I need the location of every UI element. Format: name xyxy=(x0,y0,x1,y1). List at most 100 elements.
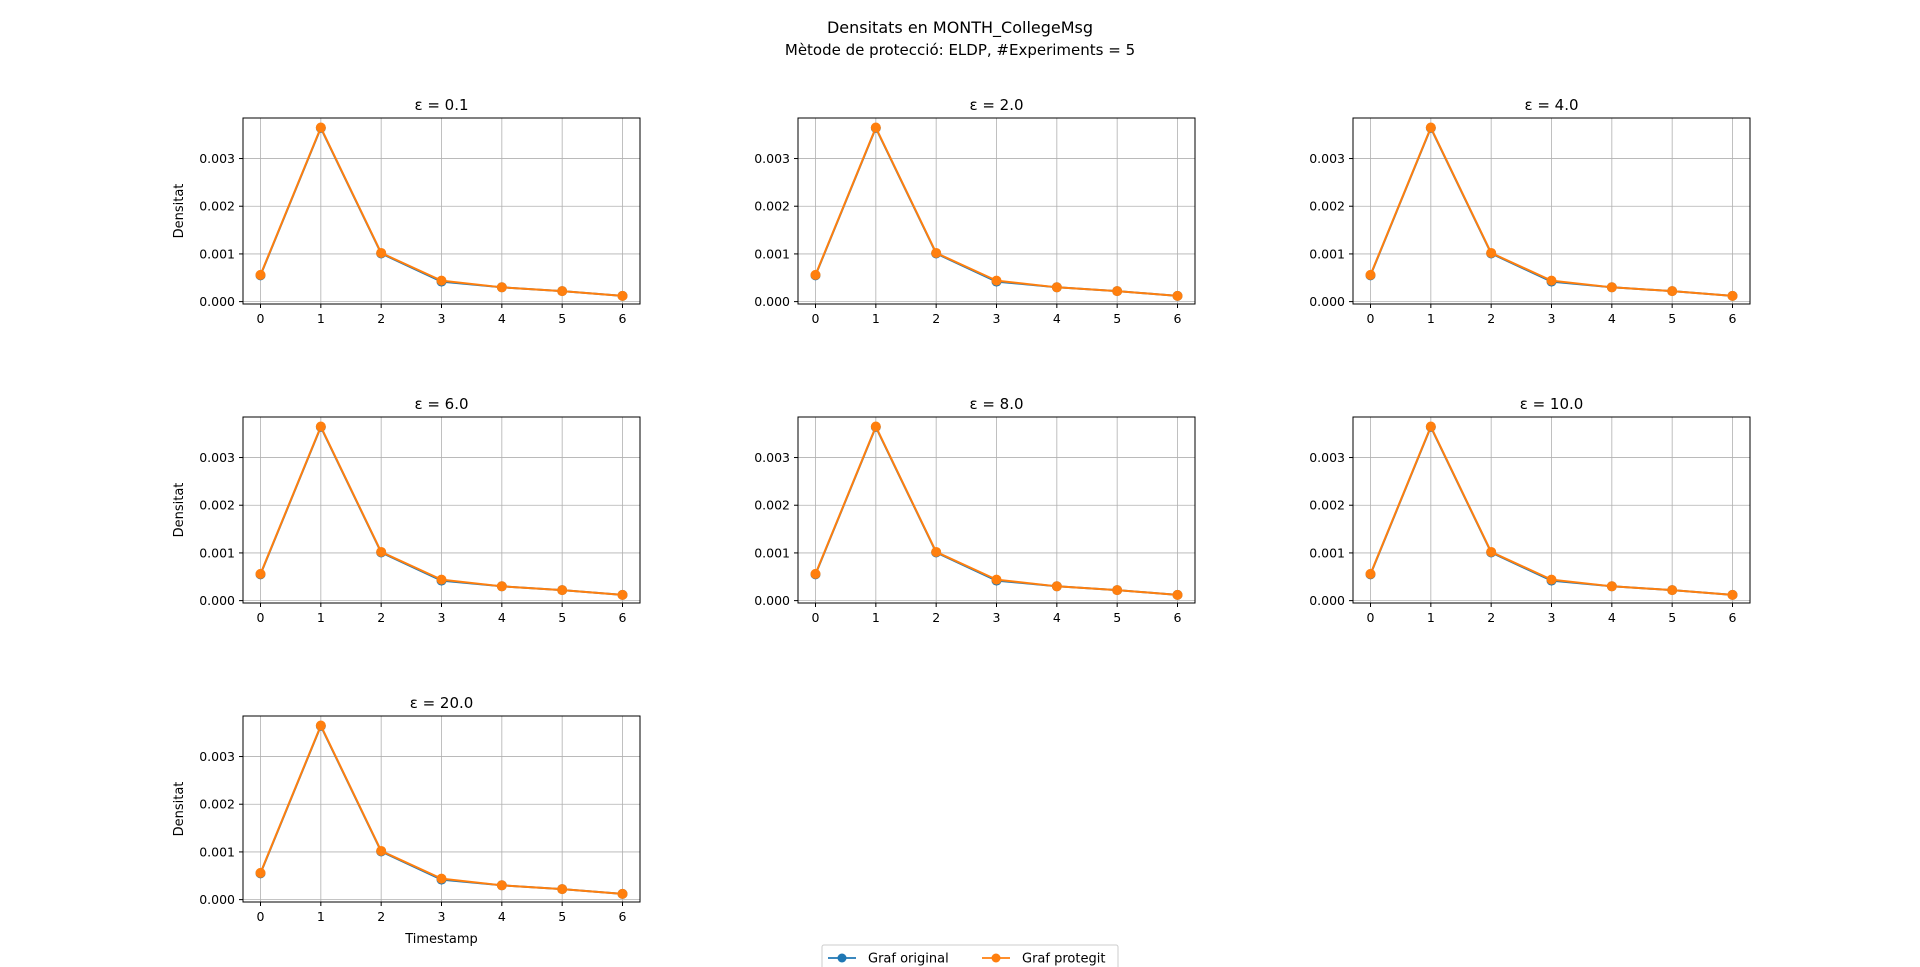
x-tick-label: 5 xyxy=(1668,311,1676,326)
data-point-1 xyxy=(617,290,628,301)
legend: Graf original Graf protegit xyxy=(821,944,1119,967)
figure-title: Densitats en MONTH_CollegeMsg xyxy=(827,18,1093,38)
x-tick-label: 4 xyxy=(1608,311,1616,326)
x-tick-label: 2 xyxy=(1487,610,1495,625)
y-tick-label: 0.003 xyxy=(754,450,790,465)
y-tick-label: 0.002 xyxy=(1309,498,1345,513)
x-tick-label: 4 xyxy=(498,610,506,625)
subplot-4: 0 1 2 3 4 5 6 0.000 0.001 0.002 0.003 ε = 8.0 xyxy=(754,395,1196,625)
y-tick-label: 0.000 xyxy=(754,593,790,608)
y-tick-label: 0.003 xyxy=(199,749,235,764)
y-tick-label: 0.002 xyxy=(199,797,235,812)
y-tick-label: 0.002 xyxy=(199,498,235,513)
data-point-1 xyxy=(1051,282,1062,293)
data-point-1 xyxy=(1486,546,1497,557)
x-tick-label: 1 xyxy=(317,610,325,625)
x-axis-label: Timestamp xyxy=(404,932,478,947)
data-point-1 xyxy=(617,888,628,899)
data-point-1 xyxy=(436,275,447,286)
y-axis-label: Densitat xyxy=(172,782,187,837)
data-point-1 xyxy=(1667,286,1678,297)
y-axis-label: Densitat xyxy=(172,483,187,538)
data-point-1 xyxy=(1546,275,1557,286)
x-tick-label: 1 xyxy=(1427,311,1435,326)
x-tick-label: 3 xyxy=(438,311,446,326)
y-tick-label: 0.003 xyxy=(1309,450,1345,465)
data-point-1 xyxy=(557,884,568,895)
legend-frame xyxy=(821,944,1119,967)
data-point-1 xyxy=(1172,589,1183,600)
x-tick-label: 4 xyxy=(498,311,506,326)
y-tick-label: 0.002 xyxy=(754,199,790,214)
data-point-1 xyxy=(810,269,821,280)
data-point-1 xyxy=(496,282,507,293)
subplot-title: ε = 8.0 xyxy=(969,395,1023,413)
data-point-1 xyxy=(1425,421,1436,432)
x-tick-label: 2 xyxy=(377,311,385,326)
x-tick-label: 0 xyxy=(257,610,265,625)
subplot-3: 0 1 2 3 4 5 6 0.000 0.001 0.002 0.003 ε = 6.0 Densit… xyxy=(172,395,641,625)
data-point-1 xyxy=(617,589,628,600)
subplot-grid: 0 1 2 3 4 5 6 0.000 0.001 0.002 0.003 ε = 0.1 Densit… xyxy=(172,96,1751,947)
data-point-1 xyxy=(255,568,266,579)
data-point-1 xyxy=(1112,585,1123,596)
x-tick-label: 5 xyxy=(1668,610,1676,625)
y-tick-label: 0.000 xyxy=(1309,294,1345,309)
data-point-1 xyxy=(1606,282,1617,293)
y-tick-label: 0.001 xyxy=(754,545,790,560)
legend-label-original: Graf original xyxy=(868,952,949,967)
y-tick-label: 0.003 xyxy=(1309,151,1345,166)
y-tick-label: 0.000 xyxy=(199,593,235,608)
x-tick-label: 2 xyxy=(932,311,940,326)
x-tick-label: 3 xyxy=(1548,311,1556,326)
data-point-1 xyxy=(1425,122,1436,133)
x-tick-label: 5 xyxy=(558,311,566,326)
data-point-1 xyxy=(810,568,821,579)
legend-label-protegit: Graf protegit xyxy=(1022,952,1105,967)
subplot-0: 0 1 2 3 4 5 6 0.000 0.001 0.002 0.003 ε = 0.1 Densit… xyxy=(172,96,641,326)
data-point-1 xyxy=(1112,286,1123,297)
data-point-1 xyxy=(931,247,942,258)
y-tick-label: 0.001 xyxy=(1309,246,1345,261)
legend-marker-original xyxy=(837,953,847,963)
x-tick-label: 0 xyxy=(812,311,820,326)
x-tick-label: 6 xyxy=(619,610,627,625)
data-point-1 xyxy=(1727,290,1738,301)
x-tick-label: 1 xyxy=(317,311,325,326)
y-tick-label: 0.001 xyxy=(199,246,235,261)
x-tick-label: 2 xyxy=(932,610,940,625)
data-point-1 xyxy=(315,421,326,432)
y-tick-label: 0.003 xyxy=(199,151,235,166)
subplot-1: 0 1 2 3 4 5 6 0.000 0.001 0.002 0.003 ε = 2.0 xyxy=(754,96,1196,326)
legend-marker-protegit xyxy=(991,953,1001,963)
y-tick-label: 0.000 xyxy=(199,294,235,309)
subplot-6: 0 1 2 3 4 5 6 0.000 0.001 0.002 0.003 ε = 20.0 Densi… xyxy=(172,694,641,947)
x-tick-label: 3 xyxy=(1548,610,1556,625)
data-point-1 xyxy=(376,546,387,557)
x-tick-label: 5 xyxy=(1113,610,1121,625)
x-tick-label: 4 xyxy=(498,909,506,924)
y-tick-label: 0.001 xyxy=(1309,545,1345,560)
subplot-title: ε = 0.1 xyxy=(414,96,468,114)
y-axis-label: Densitat xyxy=(172,184,187,239)
figure-subtitle: Mètode de protecció: ELDP, #Experiments … xyxy=(785,41,1135,59)
y-tick-label: 0.002 xyxy=(199,199,235,214)
x-tick-label: 1 xyxy=(872,610,880,625)
x-tick-label: 1 xyxy=(317,909,325,924)
y-tick-label: 0.000 xyxy=(754,294,790,309)
data-point-1 xyxy=(1727,589,1738,600)
data-point-1 xyxy=(1606,581,1617,592)
x-tick-label: 6 xyxy=(619,909,627,924)
subplot-title: ε = 20.0 xyxy=(410,694,474,712)
x-tick-label: 3 xyxy=(993,311,1001,326)
subplot-title: ε = 2.0 xyxy=(969,96,1023,114)
data-point-1 xyxy=(1667,585,1678,596)
y-tick-label: 0.002 xyxy=(754,498,790,513)
y-tick-label: 0.003 xyxy=(754,151,790,166)
x-tick-label: 6 xyxy=(1174,311,1182,326)
x-tick-label: 6 xyxy=(619,311,627,326)
x-tick-label: 6 xyxy=(1174,610,1182,625)
y-tick-label: 0.000 xyxy=(199,892,235,907)
legend-entry-protegit: Graf protegit xyxy=(982,952,1105,967)
